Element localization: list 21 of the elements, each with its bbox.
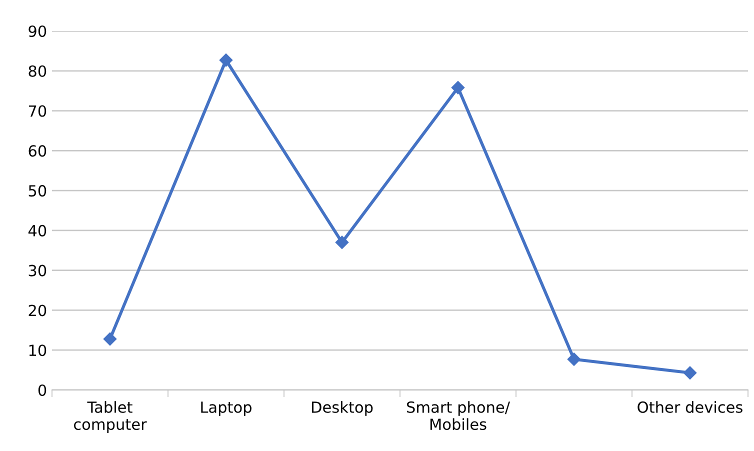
point (103, 332, 117, 346)
y-tick-label: 70 (28, 105, 46, 117)
y-tick-label: 90 (28, 25, 46, 38)
point (567, 352, 581, 366)
y-tick-label: 80 (28, 65, 46, 77)
y-tick-label: 30 (28, 264, 46, 276)
y-tick-label: 20 (28, 304, 46, 316)
x-tick-label: Smart phone/ Mobiles (406, 401, 510, 430)
point (451, 81, 465, 94)
y-tick-label: 10 (29, 344, 46, 356)
x-tick-label: Desktop (312, 401, 373, 416)
y-tick-label: 60 (28, 145, 46, 157)
y-tick-label: 50 (28, 185, 46, 197)
x-tick-label: Laptop (201, 402, 252, 416)
point (683, 366, 697, 380)
x-tick-label: Tablet computer (74, 401, 147, 434)
y-tick-label: 0 (38, 384, 46, 396)
point (219, 54, 233, 67)
y-tick-label: 40 (28, 224, 46, 236)
point (335, 236, 349, 249)
x-tick-label: Other devices (638, 401, 742, 413)
